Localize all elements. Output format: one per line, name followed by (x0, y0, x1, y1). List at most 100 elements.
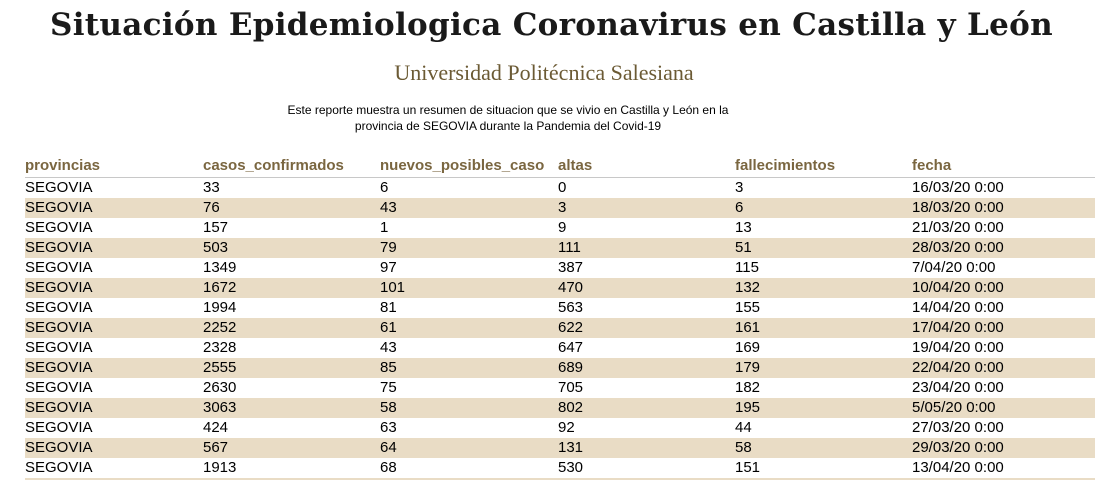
altas-cell: 92 (558, 419, 575, 436)
altas-cell: 705 (558, 379, 584, 396)
fecha-cell: 14/04/20 0:00 (912, 299, 1004, 316)
description-line-2: provincia de SEGOVIA durante la Pandemia… (354, 119, 662, 133)
fallecimientos-cell: 182 (735, 379, 761, 396)
column-header-fallecimientos: fallecimientos (735, 157, 836, 174)
provincia-cell: SEGOVIA (25, 259, 93, 276)
nuevos-posibles-caso-cell: 97 (380, 259, 397, 276)
table-row: SEGOVIA 424 63 92 44 27/03/20 0:00 (25, 418, 1095, 438)
table-row: SEGOVIA 2328 43 647 169 19/04/20 0:00 (25, 338, 1095, 358)
fallecimientos-cell: 6 (735, 199, 744, 216)
fecha-cell: 17/04/20 0:00 (912, 319, 1004, 336)
casos-confirmados-cell: 424 (203, 419, 229, 436)
nuevos-posibles-caso-cell: 1 (380, 219, 389, 236)
fallecimientos-cell: 161 (735, 319, 761, 336)
casos-confirmados-cell: 2252 (203, 319, 237, 336)
fallecimientos-cell: 195 (735, 399, 761, 416)
altas-cell: 530 (558, 459, 584, 476)
altas-cell: 0 (558, 179, 567, 196)
fallecimientos-cell: 115 (735, 259, 759, 276)
provincia-cell: SEGOVIA (25, 379, 93, 396)
casos-confirmados-cell: 1994 (203, 299, 237, 316)
altas-cell: 622 (558, 319, 584, 336)
altas-cell: 111 (558, 239, 581, 256)
nuevos-posibles-caso-cell: 64 (380, 439, 397, 456)
table-bottom-divider (25, 478, 1095, 480)
column-header-casos-confirmados: casos_confirmados (203, 157, 344, 174)
fallecimientos-cell: 169 (735, 339, 761, 356)
table-row: SEGOVIA 1672 101 470 132 10/04/20 0:00 (25, 278, 1095, 298)
provincia-cell: SEGOVIA (25, 359, 93, 376)
table-row: SEGOVIA 2630 75 705 182 23/04/20 0:00 (25, 378, 1095, 398)
altas-cell: 9 (558, 219, 567, 236)
fecha-cell: 7/04/20 0:00 (912, 259, 996, 276)
table-row: SEGOVIA 2252 61 622 161 17/04/20 0:00 (25, 318, 1095, 338)
provincia-cell: SEGOVIA (25, 419, 93, 436)
nuevos-posibles-caso-cell: 43 (380, 199, 397, 216)
nuevos-posibles-caso-cell: 85 (380, 359, 397, 376)
altas-cell: 689 (558, 359, 584, 376)
fecha-cell: 13/04/20 0:00 (912, 459, 1004, 476)
table-row: SEGOVIA 1349 97 387 115 7/04/20 0:00 (25, 258, 1095, 278)
nuevos-posibles-caso-cell: 6 (380, 179, 389, 196)
provincia-cell: SEGOVIA (25, 199, 93, 216)
table-row: SEGOVIA 1994 81 563 155 14/04/20 0:00 (25, 298, 1095, 318)
nuevos-posibles-caso-cell: 68 (380, 459, 397, 476)
table-row: SEGOVIA 157 1 9 13 21/03/20 0:00 (25, 218, 1095, 238)
fallecimientos-cell: 155 (735, 299, 761, 316)
altas-cell: 802 (558, 399, 584, 416)
nuevos-posibles-caso-cell: 61 (380, 319, 397, 336)
casos-confirmados-cell: 2630 (203, 379, 237, 396)
fecha-cell: 21/03/20 0:00 (912, 219, 1004, 236)
table-header: provincias casos_confirmados nuevos_posi… (25, 155, 1095, 178)
provincia-cell: SEGOVIA (25, 459, 93, 476)
provincia-cell: SEGOVIA (25, 399, 93, 416)
fecha-cell: 23/04/20 0:00 (912, 379, 1004, 396)
provincia-cell: SEGOVIA (25, 299, 93, 316)
fallecimientos-cell: 132 (735, 279, 761, 296)
column-header-nuevos-posibles-caso: nuevos_posibles_caso (380, 157, 545, 174)
provincia-cell: SEGOVIA (25, 239, 93, 256)
fecha-cell: 18/03/20 0:00 (912, 199, 1004, 216)
report-subtitle: Universidad Politécnica Salesiana (394, 60, 694, 85)
casos-confirmados-cell: 567 (203, 439, 229, 456)
provincia-cell: SEGOVIA (25, 279, 93, 296)
casos-confirmados-cell: 157 (203, 219, 229, 236)
casos-confirmados-cell: 76 (203, 199, 220, 216)
data-table: provincias casos_confirmados nuevos_posi… (25, 155, 1095, 480)
altas-cell: 3 (558, 199, 567, 216)
nuevos-posibles-caso-cell: 75 (380, 379, 397, 396)
column-header-provincias: provincias (25, 157, 101, 174)
fecha-cell: 28/03/20 0:00 (912, 239, 1004, 256)
provincia-cell: SEGOVIA (25, 339, 93, 356)
altas-cell: 563 (558, 299, 584, 316)
nuevos-posibles-caso-cell: 81 (380, 299, 397, 316)
nuevos-posibles-caso-cell: 58 (380, 399, 397, 416)
fallecimientos-cell: 51 (735, 239, 752, 256)
provincia-cell: SEGOVIA (25, 179, 93, 196)
casos-confirmados-cell: 33 (203, 179, 220, 196)
fallecimientos-cell: 13 (735, 219, 752, 236)
provincia-cell: SEGOVIA (25, 319, 93, 336)
provincia-cell: SEGOVIA (25, 219, 93, 236)
casos-confirmados-cell: 1349 (203, 259, 237, 276)
table-row: SEGOVIA 503 79 111 51 28/03/20 0:00 (25, 238, 1095, 258)
provincia-cell: SEGOVIA (25, 439, 93, 456)
fecha-cell: 27/03/20 0:00 (912, 419, 1004, 436)
fallecimientos-cell: 58 (735, 439, 752, 456)
nuevos-posibles-caso-cell: 63 (380, 419, 397, 436)
fecha-cell: 5/05/20 0:00 (912, 399, 996, 416)
altas-cell: 131 (558, 439, 584, 456)
fecha-cell: 10/04/20 0:00 (912, 279, 1004, 296)
column-header-altas: altas (558, 157, 593, 174)
fallecimientos-cell: 44 (735, 419, 752, 436)
nuevos-posibles-caso-cell: 79 (380, 239, 397, 256)
fecha-cell: 16/03/20 0:00 (912, 179, 1004, 196)
casos-confirmados-cell: 2555 (203, 359, 237, 376)
fallecimientos-cell: 179 (735, 359, 761, 376)
table-row: SEGOVIA 33 6 0 3 16/03/20 0:00 (25, 178, 1095, 198)
altas-cell: 387 (558, 259, 584, 276)
report-description: Este reporte muestra un resumen de situa… (258, 102, 758, 134)
fallecimientos-cell: 151 (735, 459, 761, 476)
altas-cell: 470 (558, 279, 584, 296)
table-body: SEGOVIA 33 6 0 3 16/03/20 0:00 SEGOVIA 76 43 3 6 18… (25, 178, 1095, 478)
